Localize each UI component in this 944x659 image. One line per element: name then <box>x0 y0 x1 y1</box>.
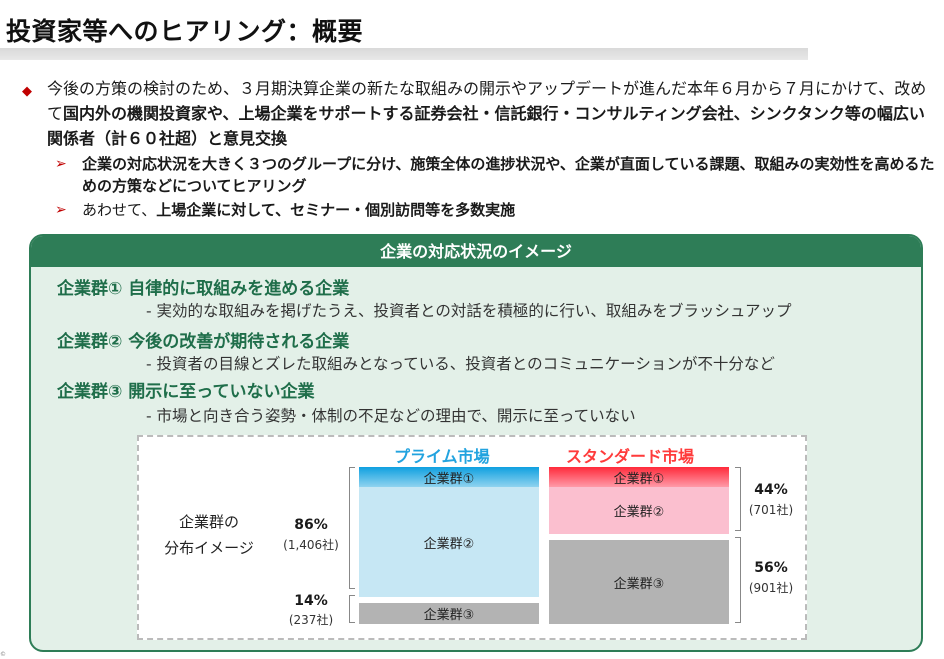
group-3-desc: - 市場と向き合う姿勢・体制の不足などの理由で、開示に至っていない <box>146 407 636 425</box>
prime-group3-bar: 企業群③ <box>359 603 539 624</box>
standard-lower-pct: 56% <box>754 560 788 576</box>
prime-group2-bar: 企業群② <box>359 487 539 597</box>
standard-market-label: スタンダード市場 <box>566 447 695 466</box>
sub-bullet-1-text: 企業の対応状況を大きく３つのグループに分け、施策全体の進捗状況や、企業が直面して… <box>82 155 935 195</box>
footer-copyright: © <box>0 651 6 658</box>
page-title: 投資家等へのヒアリング：概要 <box>6 17 364 46</box>
prime-upper-bracket <box>349 467 355 589</box>
title-underline <box>0 48 808 60</box>
sub-bullet-2-text: あわせて、上場企業に対して、セミナー・個別訪問等を多数実施 <box>55 199 940 221</box>
chart-side-label-line1: 企業群の <box>178 513 239 531</box>
group-1-title: 企業群① 自律的に取組みを進める企業 <box>57 279 350 299</box>
standard-lower-count: (901社) <box>748 581 794 595</box>
diamond-bullet-icon: ◆ <box>22 84 32 99</box>
sub-bullet-2: ➢ あわせて、上場企業に対して、セミナー・個別訪問等を多数実施 <box>55 199 940 221</box>
prime-group1-label: 企業群① <box>423 471 475 487</box>
standard-group3-bar: 企業群③ <box>549 540 729 624</box>
prime-market-label: プライム市場 <box>394 447 490 466</box>
standard-group1-bar: 企業群① <box>549 467 729 487</box>
prime-group1-bar: 企業群① <box>359 467 539 487</box>
chart-side-label: 企業群の 分布イメージ <box>159 509 259 561</box>
standard-upper-bracket <box>735 467 741 531</box>
sub-bullet-2-bold: 上場企業に対して、セミナー・個別訪問等を多数実施 <box>156 201 516 219</box>
prime-upper-count: (1,406社) <box>283 538 339 552</box>
prime-group2-label: 企業群② <box>423 536 475 552</box>
prime-group3-label: 企業群③ <box>423 608 475 623</box>
standard-lower-bracket <box>735 537 741 623</box>
group-1-desc: - 実効的な取組みを掲げたうえ、投資者との対話を積極的に行い、取組みをブラッシュ… <box>146 302 792 320</box>
prime-lower-bracket <box>349 595 355 623</box>
chart-side-label-line2: 分布イメージ <box>164 539 254 557</box>
prime-stack: 企業群① 企業群② 企業群③ <box>359 467 539 624</box>
arrow-bullet-icon: ➢ <box>55 202 67 218</box>
standard-upper-count: (701社) <box>748 503 794 517</box>
prime-lower-pct: 14% <box>294 593 328 609</box>
group-2-title: 企業群② 今後の改善が期待される企業 <box>57 332 350 352</box>
intro-part2: 国内外の機関投資家や、上場企業をサポートする証券会社・信託銀行・コンサルティング… <box>47 104 925 148</box>
standard-group2-label: 企業群② <box>613 505 665 520</box>
intro-bullet: ◆ 今後の方策の検討のため、３月期決算企業の新たな取組みの開示やアップデートが進… <box>22 76 937 151</box>
prime-lower-count: (237社) <box>288 613 334 627</box>
standard-group1-label: 企業群① <box>613 471 665 487</box>
distribution-chart: 企業群の 分布イメージ プライム市場 スタンダード市場 企業群① 企業群② 企業… <box>137 435 807 640</box>
group-2-desc: - 投資者の目線とズレた取組みとなっている、投資者とのコミュニケーションが不十分… <box>146 355 775 373</box>
prime-upper-pct: 86% <box>294 517 328 533</box>
sub-bullet-1: ➢ 企業の対応状況を大きく３つのグループに分け、施策全体の進捗状況や、企業が直面… <box>55 153 940 197</box>
status-panel: 企業の対応状況のイメージ 企業群① 自律的に取組みを進める企業 - 実効的な取組… <box>29 234 923 652</box>
sub-bullet-2-pre: あわせて、 <box>82 201 157 219</box>
panel-header: 企業の対応状況のイメージ <box>31 236 921 267</box>
standard-upper-pct: 44% <box>754 482 788 498</box>
arrow-bullet-icon: ➢ <box>55 156 67 172</box>
intro-part1: 今後の方策の検討のため、３月期決算企業の新たな取組みの開示やアップデートが進んだ… <box>47 79 927 123</box>
standard-stack: 企業群① 企業群② 企業群③ <box>549 467 729 624</box>
standard-group3-label: 企業群③ <box>613 576 665 592</box>
group-3-title: 企業群③ 開示に至っていない企業 <box>57 382 315 402</box>
standard-group2-bar: 企業群② <box>549 487 729 534</box>
intro-text: 今後の方策の検討のため、３月期決算企業の新たな取組みの開示やアップデートが進んだ… <box>22 76 937 151</box>
